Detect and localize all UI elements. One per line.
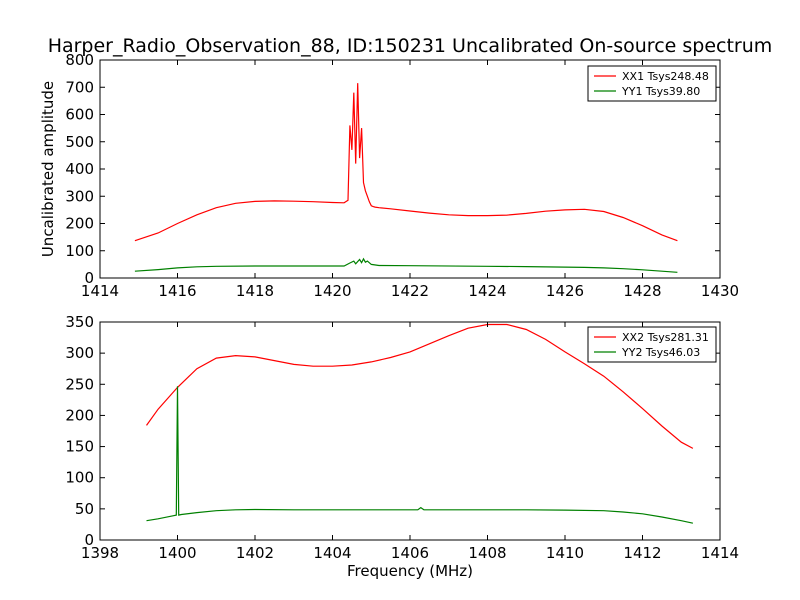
top-ylabel: Uncalibrated amplitude xyxy=(39,81,57,257)
top-ytick-label: 300 xyxy=(65,187,94,205)
bottom-xtick-label: 1410 xyxy=(546,544,584,562)
bottom-series-2-line xyxy=(146,386,694,524)
bottom-ytick-label: 100 xyxy=(65,469,94,487)
top-ytick-label: 200 xyxy=(65,215,94,233)
top-xtick-label: 1422 xyxy=(391,282,429,300)
bottom-plot: 1398 1400 1402 1404 1406 1408 1410 1412 1414 0 50 1… xyxy=(65,313,739,580)
bottom-xtick-label: 1414 xyxy=(701,544,739,562)
bottom-legend-label: YY2 Tsys46.03 xyxy=(621,346,700,359)
bottom-xtick-label: 1412 xyxy=(623,544,661,562)
bottom-ytick-label: 300 xyxy=(65,344,94,362)
top-ytick-label: 0 xyxy=(84,269,94,287)
top-legend-box xyxy=(587,65,717,102)
bottom-legend-label: XX2 Tsys281.31 xyxy=(622,331,709,344)
top-xtick-label: 1416 xyxy=(158,282,196,300)
top-series-2-line xyxy=(134,257,678,273)
bottom-ytick-label: 250 xyxy=(65,375,94,393)
bottom-xtick-label: 1402 xyxy=(236,544,274,562)
top-xtick-label: 1414 xyxy=(81,282,119,300)
bottom-xlabel: Frequency (MHz) xyxy=(347,562,473,580)
bottom-xtick-label: 1408 xyxy=(468,544,506,562)
bottom-xtick-label: 1400 xyxy=(158,544,196,562)
bottom-ytick-label: 350 xyxy=(65,313,94,331)
top-ytick-label: 500 xyxy=(65,133,94,151)
bottom-xtick-label: 1398 xyxy=(81,544,119,562)
bottom-legend-box xyxy=(587,326,717,363)
bottom-ytick-label: 50 xyxy=(75,500,94,518)
top-legend-label: YY1 Tsys39.80 xyxy=(621,85,700,98)
bottom-xtick-label: 1404 xyxy=(313,544,351,562)
top-ytick-label: 600 xyxy=(65,106,94,124)
top-ytick-label: 100 xyxy=(65,242,94,260)
top-xtick-label: 1428 xyxy=(623,282,661,300)
top-xtick-label: 1430 xyxy=(701,282,739,300)
top-ytick-label: 800 xyxy=(65,51,94,69)
bottom-ytick-label: 200 xyxy=(65,406,94,424)
top-ytick-label: 400 xyxy=(65,160,94,178)
top-series-1-line xyxy=(134,83,678,242)
bottom-xtick-label: 1406 xyxy=(391,544,429,562)
bottom-series-1-line xyxy=(146,323,694,449)
top-legend-label: XX1 Tsys248.48 xyxy=(622,70,709,83)
top-xtick-label: 1418 xyxy=(236,282,274,300)
bottom-ytick-label: 150 xyxy=(65,438,94,456)
figure-title: Harper_Radio_Observation_88, ID:150231 U… xyxy=(48,35,773,57)
top-ytick-label: 700 xyxy=(65,78,94,96)
top-plot: 1414 1416 1418 1420 1422 1424 1426 1428 1430 0 100… xyxy=(39,51,739,300)
top-legend: XX1 Tsys248.48 YY1 Tsys39.80 xyxy=(587,65,717,102)
bottom-ytick-label: 0 xyxy=(84,531,94,549)
top-xtick-label: 1424 xyxy=(468,282,506,300)
bottom-legend: XX2 Tsys281.31 YY2 Tsys46.03 xyxy=(587,326,717,363)
top-xtick-label: 1426 xyxy=(546,282,584,300)
top-xtick-label: 1420 xyxy=(313,282,351,300)
